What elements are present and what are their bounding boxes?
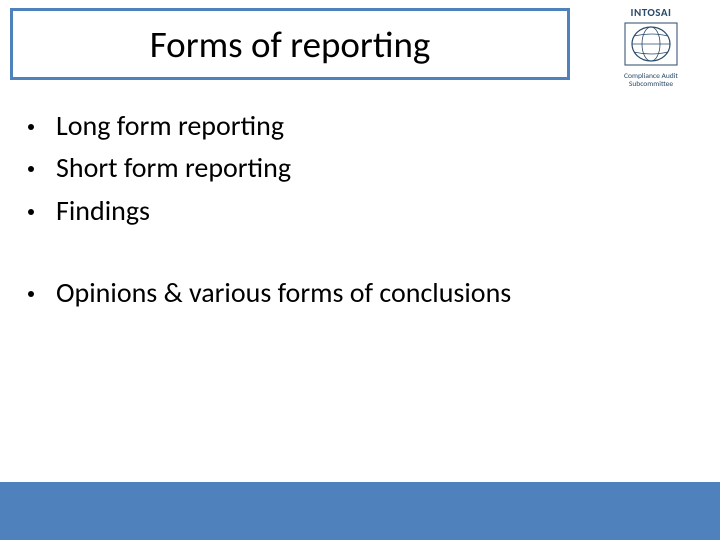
bullet-text: Long form reporting: [56, 108, 284, 144]
bullet-icon: [28, 124, 34, 130]
logo-subtitle-2: Subcommittee: [596, 81, 706, 89]
logo-org-name: INTOSAI: [596, 6, 706, 19]
bullet-icon: [28, 291, 34, 297]
bullet-text: Findings: [56, 193, 150, 229]
bullet-group-1: Long form reporting Short form reporting…: [22, 108, 698, 229]
bullet-icon: [28, 209, 34, 215]
footer-bar: [0, 482, 720, 540]
bullet-icon: [28, 166, 34, 172]
bullet-text: Opinions & various forms of conclusions: [56, 275, 511, 311]
logo-block: INTOSAI Compliance Audit Subcommittee: [596, 6, 706, 90]
list-item: Findings: [22, 193, 698, 229]
list-item: Short form reporting: [22, 150, 698, 186]
bullet-group-2: Opinions & various forms of conclusions: [22, 275, 698, 311]
title-frame: Forms of reporting: [10, 8, 570, 80]
slide-title: Forms of reporting: [150, 22, 431, 67]
bullet-text: Short form reporting: [56, 150, 291, 186]
globe-icon: [624, 22, 678, 66]
content-area: Long form reporting Short form reporting…: [22, 108, 698, 358]
list-item: Opinions & various forms of conclusions: [22, 275, 698, 311]
list-item: Long form reporting: [22, 108, 698, 144]
